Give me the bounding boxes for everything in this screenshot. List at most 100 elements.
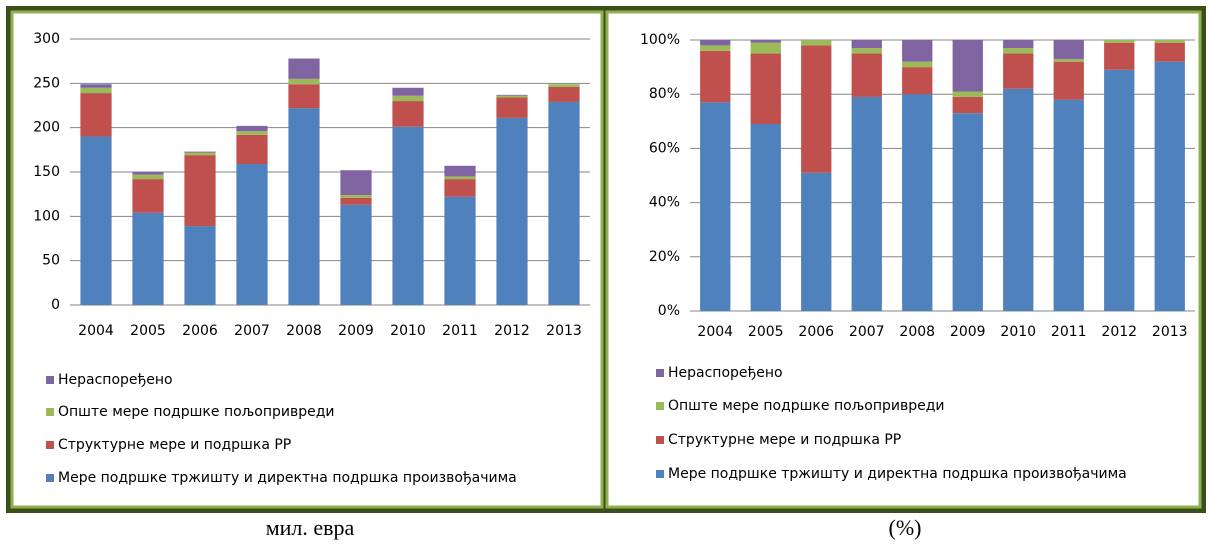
x-tick-label: 2010 — [1000, 324, 1036, 340]
bar-segment — [80, 87, 112, 94]
bar-segment — [444, 179, 476, 197]
bar-segment — [700, 50, 731, 103]
bar-segment — [1154, 61, 1185, 312]
bar-segment — [132, 172, 164, 175]
legend-swatch — [656, 470, 664, 478]
bar-segment — [1104, 69, 1135, 311]
bar-segment — [1003, 88, 1034, 311]
x-tick-label: 2008 — [286, 323, 322, 339]
bar-segment — [340, 170, 372, 196]
bar-segment — [444, 196, 476, 305]
bar-segment — [1053, 61, 1084, 100]
x-tick-label: 2009 — [950, 324, 986, 340]
bar-segment — [288, 58, 320, 79]
x-tick-label: 2005 — [748, 324, 784, 340]
bar-segment — [851, 96, 882, 311]
bar-segment — [548, 101, 580, 305]
bar-segment — [801, 172, 832, 311]
legend-swatch — [46, 441, 54, 449]
x-tick-label: 2008 — [899, 324, 935, 340]
bar-segment — [184, 151, 216, 153]
bar-segment — [236, 164, 268, 305]
bar-segment — [236, 134, 268, 165]
x-tick-label: 2011 — [1051, 324, 1087, 340]
bar-segment — [1053, 58, 1084, 62]
legend-swatch — [46, 376, 54, 384]
bar-segment — [700, 102, 731, 311]
legend-swatch — [656, 402, 664, 410]
bar-segment — [184, 226, 216, 305]
bar-segment — [184, 152, 216, 156]
bar-segment — [1053, 40, 1084, 59]
bar-segment — [548, 84, 580, 87]
bar-segment — [392, 126, 424, 305]
legend-label: Нераспоређено — [668, 365, 783, 381]
bar-segment — [952, 113, 983, 311]
bar-segment — [340, 204, 372, 305]
x-tick-label: 2012 — [1101, 324, 1137, 340]
x-tick-label: 2010 — [390, 323, 426, 339]
legend-label: Нераспоређено — [58, 372, 173, 388]
y-tick-label: 200 — [33, 120, 60, 136]
bar-segment — [801, 40, 832, 46]
bar-segment — [184, 155, 216, 227]
bar-segment — [1154, 40, 1185, 43]
bar-segment — [1053, 99, 1084, 312]
bar-segment — [392, 95, 424, 102]
legend-label: Структурне мере и подршка РР — [668, 432, 901, 448]
x-tick-label: 2005 — [130, 323, 166, 339]
x-tick-label: 2006 — [182, 323, 218, 339]
legend-swatch — [46, 474, 54, 482]
x-tick-label: 2012 — [494, 323, 530, 339]
bar-segment — [1154, 42, 1185, 62]
bar-segment — [80, 93, 112, 137]
legend-label: Мере подршке тржишту и директна подршка … — [668, 466, 1127, 482]
bar-segment — [1003, 53, 1034, 89]
bar-segment — [750, 124, 781, 311]
bar-segment — [340, 195, 372, 198]
y-tick-label: 60% — [649, 140, 680, 156]
bar-segment — [1003, 48, 1034, 54]
y-tick-label: 0% — [658, 303, 680, 319]
bar-segment — [902, 94, 933, 311]
bar-segment — [340, 197, 372, 205]
bar-segment — [496, 97, 528, 118]
legend-swatch — [46, 408, 54, 416]
y-tick-label: 0 — [51, 297, 60, 313]
y-tick-label: 250 — [33, 75, 60, 91]
y-tick-label: 150 — [33, 164, 60, 180]
bar-segment — [1104, 40, 1135, 43]
bar-segment — [392, 87, 424, 96]
y-tick-label: 20% — [649, 249, 680, 265]
bar-segment — [750, 53, 781, 125]
bar-segment — [132, 174, 164, 180]
bar-segment — [902, 67, 933, 95]
bar-segment — [750, 42, 781, 54]
bar-segment — [902, 40, 933, 62]
bar-segment — [851, 48, 882, 54]
y-tick-label: 40% — [649, 195, 680, 211]
bar-segment — [952, 96, 983, 114]
caption: мил. евра — [266, 515, 355, 540]
bar-segment — [80, 84, 112, 88]
y-tick-label: 300 — [33, 31, 60, 47]
legend-label: Опште мере подршке пољопривреди — [668, 398, 945, 414]
legend-label: Мере подршке тржишту и директна подршка … — [58, 470, 517, 486]
y-tick-label: 50 — [42, 253, 60, 269]
bar-segment — [1003, 40, 1034, 49]
bar-segment — [700, 45, 731, 51]
bar-segment — [700, 40, 731, 46]
x-tick-label: 2009 — [338, 323, 374, 339]
bar-segment — [236, 131, 268, 135]
bar-segment — [851, 53, 882, 97]
bar-segment — [496, 95, 528, 98]
bar-segment — [750, 40, 781, 43]
y-tick-label: 100 — [33, 208, 60, 224]
bar-segment — [548, 86, 580, 102]
bar-segment — [132, 179, 164, 213]
bar-segment — [288, 78, 320, 85]
bar-segment — [132, 212, 164, 305]
bar-segment — [1104, 42, 1135, 70]
bar-segment — [444, 176, 476, 180]
